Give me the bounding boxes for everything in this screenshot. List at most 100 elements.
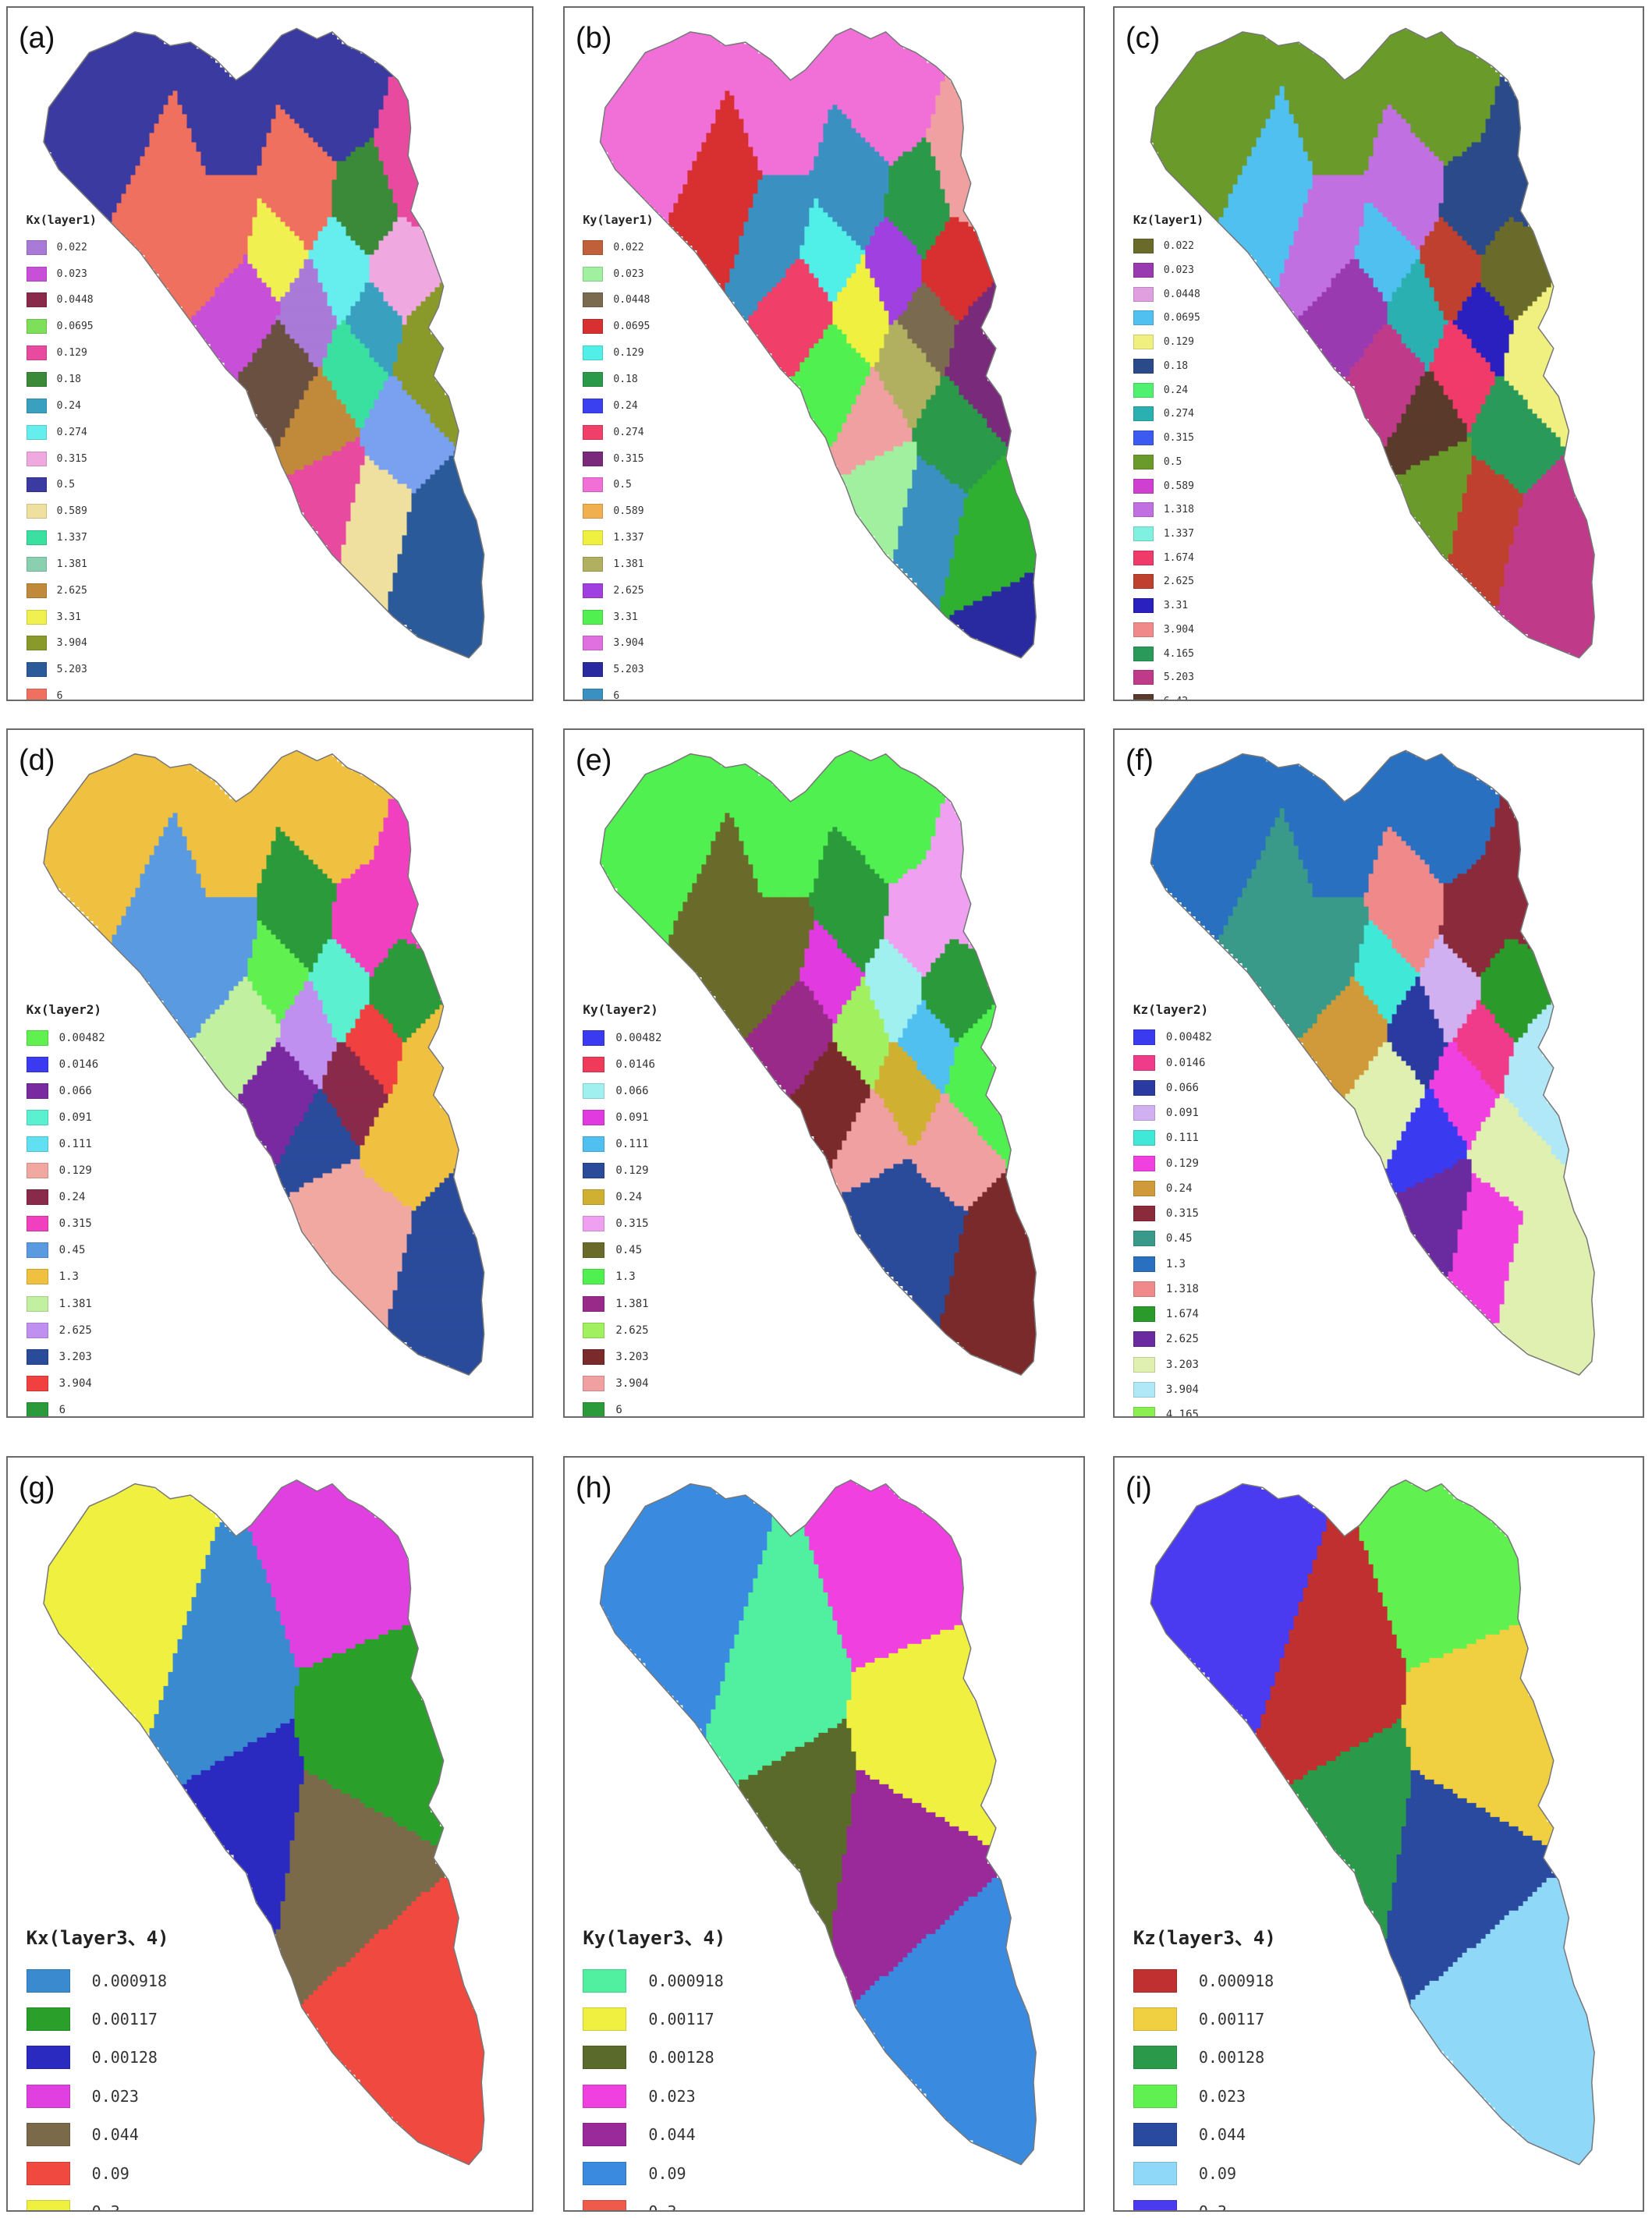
legend-value: 0.00117 <box>648 2010 714 2028</box>
legend-value: 0.044 <box>92 2125 139 2144</box>
legend-swatch <box>27 1242 48 1258</box>
legend-value: 3.904 <box>615 1377 648 1390</box>
legend-swatch <box>1133 2085 1177 2108</box>
legend-item: 0.023 <box>1133 258 1204 282</box>
legend-item: 0.315 <box>583 1210 661 1237</box>
legend-swatch <box>1133 335 1154 349</box>
legend-value: 0.129 <box>1166 1157 1199 1170</box>
map-panel-e: (e) Ky(layer2) 0.00482 0.0146 0.066 0.091 0.11… <box>563 728 1085 1418</box>
legend-value: 0.18 <box>1164 360 1188 372</box>
legend-value: 1.381 <box>59 1298 92 1310</box>
legend-swatch <box>27 1057 48 1072</box>
legend-value: 0.00482 <box>1166 1031 1212 1043</box>
legend-swatch <box>1133 670 1154 685</box>
legend-value: 0.000918 <box>1199 1972 1274 1990</box>
legend-item: 6 <box>583 1397 661 1418</box>
legend-item: 0.129 <box>583 1157 661 1184</box>
legend: Ky(layer1) 0.022 0.023 0.0448 0.0695 0.129 0.1… <box>583 213 653 701</box>
legend-value: 0.111 <box>59 1138 92 1150</box>
legend-item: 0.091 <box>27 1104 105 1131</box>
legend-title: Kz(layer1) <box>1133 213 1204 227</box>
legend-swatch <box>1133 287 1154 302</box>
legend-item: 1.3 <box>1133 1252 1212 1277</box>
legend-item: 0.0695 <box>583 314 653 340</box>
legend-swatch <box>1133 263 1154 278</box>
legend-swatch <box>583 2123 626 2146</box>
legend-swatch <box>583 1349 604 1365</box>
legend-value: 0.315 <box>1166 1207 1199 1220</box>
legend-item: 0.0448 <box>583 287 653 314</box>
legend-item: 3.31 <box>1133 593 1204 618</box>
legend-value: 0.0695 <box>613 321 650 332</box>
legend-swatch <box>583 2085 626 2108</box>
legend-item: 3.31 <box>583 604 653 630</box>
legend-item: 0.18 <box>27 367 97 393</box>
legend-item: 1.674 <box>1133 1302 1212 1327</box>
legend: Kx(layer2) 0.00482 0.0146 0.066 0.091 0.111 0.… <box>27 1002 105 1418</box>
map-panel-i: (i) Kz(layer3、4) 0.000918 0.00117 0.00128 0.0… <box>1113 1456 1644 2212</box>
legend-swatch <box>583 1136 604 1152</box>
legend-value: 0.589 <box>613 505 643 517</box>
legend-item: 0.00117 <box>1133 2000 1276 2038</box>
legend-swatch <box>27 2085 70 2108</box>
legend-swatch <box>27 583 47 598</box>
legend-swatch <box>583 2162 626 2185</box>
legend-item: 1.381 <box>27 551 97 577</box>
legend-swatch <box>27 557 47 572</box>
legend-item: 0.0146 <box>583 1051 661 1078</box>
legend-item: 0.274 <box>583 419 653 445</box>
legend-value: 1.337 <box>1164 528 1194 540</box>
legend-swatch <box>1133 694 1154 701</box>
legend-swatch <box>27 345 47 360</box>
legend-item: 2.625 <box>1133 1327 1212 1352</box>
legend-value: 0.315 <box>615 1217 648 1230</box>
legend-value: 2.625 <box>615 1324 648 1337</box>
legend-value: 3.31 <box>613 611 637 623</box>
legend-swatch <box>1133 1382 1155 1398</box>
legend-swatch <box>583 1969 626 1993</box>
legend-item: 1.318 <box>1133 498 1204 522</box>
legend-value: 0.091 <box>59 1111 92 1124</box>
legend-item: 3.904 <box>27 1370 105 1397</box>
panel-label: (b) <box>576 22 612 55</box>
legend-value: 0.0146 <box>615 1058 655 1071</box>
legend-value: 0.023 <box>1199 2087 1246 2106</box>
legend-item: 0.091 <box>1133 1100 1212 1125</box>
legend-item: 0.129 <box>1133 330 1204 354</box>
legend-swatch <box>583 1269 604 1284</box>
legend-swatch <box>583 372 603 387</box>
legend-swatch <box>27 452 47 466</box>
legend-swatch <box>583 240 603 255</box>
legend-item: 0.023 <box>27 260 97 287</box>
legend-swatch <box>27 1376 48 1391</box>
legend-swatch <box>1133 1206 1155 1221</box>
legend-swatch <box>1133 622 1154 637</box>
map-panel-f: (f) Kz(layer2) 0.00482 0.0146 0.066 0.091 0.11… <box>1113 728 1644 1418</box>
legend-item: 0.023 <box>583 2077 725 2115</box>
legend-swatch <box>27 399 47 413</box>
legend-value: 0.3 <box>92 2202 120 2212</box>
legend-value: 0.023 <box>57 268 87 280</box>
legend-swatch <box>583 504 603 519</box>
legend-value: 4.165 <box>1166 1408 1199 1418</box>
legend-value: 0.589 <box>1164 480 1194 492</box>
legend-value: 0.066 <box>1166 1082 1199 1094</box>
legend-item: 0.5 <box>583 472 653 498</box>
legend-swatch <box>583 1376 604 1391</box>
legend-item: 0.00128 <box>27 2039 169 2077</box>
legend-swatch <box>27 1189 48 1205</box>
legend-value: 0.0695 <box>57 321 94 332</box>
legend-swatch <box>27 1323 48 1338</box>
legend-value: 0.24 <box>59 1191 86 1203</box>
legend-swatch <box>583 399 603 413</box>
legend: Ky(layer3、4) 0.000918 0.00117 0.00128 0.023 0… <box>583 1922 725 2212</box>
legend-value: 0.45 <box>615 1244 642 1256</box>
legend-value: 6.42 <box>1164 696 1188 701</box>
legend-item: 4.165 <box>1133 1402 1212 1418</box>
legend-swatch <box>583 689 603 701</box>
legend-swatch <box>27 2123 70 2146</box>
legend-item: 3.203 <box>27 1344 105 1370</box>
legend-swatch <box>27 2046 70 2069</box>
legend-value: 0.00128 <box>1199 2048 1264 2067</box>
legend-value: 0.3 <box>1199 2202 1227 2212</box>
